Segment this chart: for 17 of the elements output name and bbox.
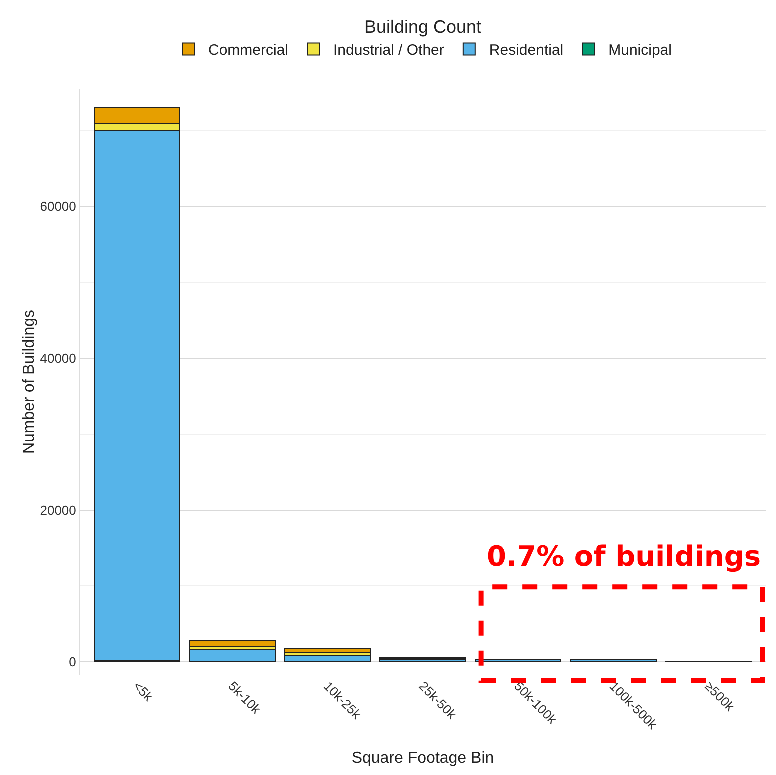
annotation: 0.7% of buildings [487,540,762,573]
y-axis-title: Number of Buildings [21,310,38,454]
y-tick-label: 20000 [40,502,76,518]
y-tick-label: 0 [69,654,76,670]
legend-label: Municipal [608,42,672,60]
legend-label: Industrial / Other [334,42,444,60]
bar [284,648,372,654]
y-tick-label: 40000 [40,351,76,366]
y-tick-label: 60000 [40,199,76,214]
bar [189,649,276,663]
bar [570,659,657,663]
legend-label: Commercial [208,42,289,60]
legend-label: Residential [489,42,564,60]
x-tick-label: <5k [130,678,156,705]
x-axis-title: Square Footage Bin [352,750,494,768]
bar [189,640,276,648]
legend-title: Building Count [364,16,482,37]
